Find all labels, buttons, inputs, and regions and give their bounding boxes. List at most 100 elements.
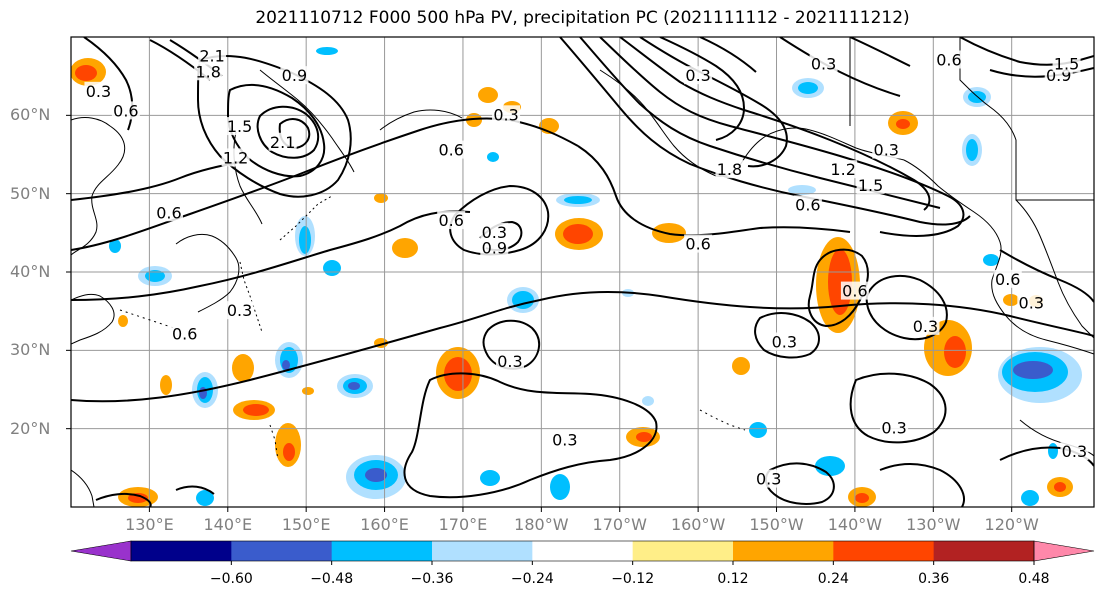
contour-label-bg bbox=[809, 54, 838, 73]
contour-label-bg bbox=[684, 66, 713, 85]
colorbar-tick-label: 0.48 bbox=[1018, 571, 1050, 587]
contour-label-bg bbox=[872, 140, 901, 159]
positive-precip-blob bbox=[848, 487, 876, 507]
contour-label-bg bbox=[225, 301, 254, 320]
contour-label: 2.1 bbox=[270, 133, 295, 152]
precipitation-shading bbox=[71, 47, 1082, 507]
lon-label: 150°W bbox=[749, 515, 804, 534]
lon-label: 140°E bbox=[203, 515, 253, 534]
lon-label: 180°W bbox=[514, 515, 569, 534]
colorbar-segment bbox=[331, 541, 433, 561]
contour-label-bg bbox=[437, 211, 466, 230]
contour-label: 0.6 bbox=[795, 195, 820, 214]
contour-label-bg bbox=[170, 324, 199, 343]
contour-label-bg bbox=[550, 430, 579, 449]
negative-precip-blob bbox=[556, 193, 600, 207]
lon-label: 170°W bbox=[592, 515, 647, 534]
contour-label-bg bbox=[480, 222, 509, 241]
contour-label-bg bbox=[856, 175, 885, 194]
positive-precip-blob bbox=[275, 423, 301, 467]
contour-label-bg bbox=[194, 62, 223, 81]
contour-label-bg bbox=[480, 238, 509, 257]
contour-label: 0.3 bbox=[482, 223, 507, 242]
contour-label: 0.3 bbox=[227, 301, 252, 320]
negative-precip-blob bbox=[792, 78, 824, 98]
lon-label: 170°E bbox=[438, 515, 488, 534]
contour-label: 0.3 bbox=[493, 105, 518, 124]
lon-label: 160°E bbox=[360, 515, 409, 534]
contour-label-bg bbox=[840, 281, 869, 300]
negative-precip-blob bbox=[295, 216, 315, 256]
colorbar-segment bbox=[833, 541, 935, 561]
lat-label: 50°N bbox=[10, 183, 51, 203]
lat-label: 30°N bbox=[10, 340, 51, 360]
colorbar-tick-label: −0.48 bbox=[310, 571, 354, 587]
positive-precip-blob bbox=[160, 375, 172, 395]
colorbar-tick-label: −0.24 bbox=[510, 571, 554, 587]
positive-precip-blob bbox=[1047, 477, 1073, 497]
contour-label: 0.6 bbox=[438, 211, 463, 230]
negative-precip-blob bbox=[109, 47, 1058, 506]
colorbar-tick-label: −0.12 bbox=[611, 571, 655, 587]
contour-label: 0.3 bbox=[1019, 293, 1044, 312]
negative-precip-blob bbox=[337, 374, 373, 398]
contour-labels: 2.11.8 0.91.52.11.20.60.30.6 0.30.60.60.30… bbox=[84, 46, 1089, 489]
lat-label: 40°N bbox=[10, 262, 51, 281]
colorbar-segment bbox=[532, 541, 634, 561]
colorbar-segment bbox=[632, 541, 734, 561]
colorbar-tick-label: 0.36 bbox=[918, 571, 950, 587]
contour-label-bg bbox=[1052, 54, 1081, 73]
positive-precip-blob bbox=[233, 400, 275, 420]
contour-label: 0.6 bbox=[995, 270, 1020, 289]
lat-label: 20°N bbox=[10, 418, 51, 438]
graticule bbox=[71, 37, 1094, 507]
contour-label-bg bbox=[492, 105, 521, 124]
contour-label: 0.6 bbox=[172, 325, 197, 344]
lon-label: 120°W bbox=[984, 515, 1039, 534]
contour-label-bg bbox=[715, 160, 744, 179]
negative-precip-blob bbox=[275, 342, 303, 378]
negative-precip-blob bbox=[138, 266, 172, 286]
contour-label: 1.5 bbox=[858, 176, 883, 195]
contour-label: 0.3 bbox=[772, 333, 797, 352]
contour-label-bg bbox=[198, 46, 227, 65]
contour-label: 0.3 bbox=[497, 352, 522, 371]
contour-label: 0.3 bbox=[881, 419, 906, 438]
contour-label: 0.6 bbox=[113, 101, 138, 120]
contour-label-bg bbox=[268, 132, 297, 151]
contour-label: 0.3 bbox=[552, 430, 577, 449]
contour-label: 0.3 bbox=[756, 470, 781, 489]
contour-label: 1.2 bbox=[830, 160, 855, 179]
negative-precip-blob bbox=[998, 347, 1082, 403]
contour-label: 0.9 bbox=[282, 66, 307, 85]
contour-label: 1.8 bbox=[195, 62, 220, 81]
colorbar-segment bbox=[231, 541, 333, 561]
contour-label-bg bbox=[84, 81, 113, 100]
contour-label-bg bbox=[111, 101, 140, 120]
contour-label: 0.3 bbox=[874, 141, 899, 160]
contour-label: 0.6 bbox=[156, 203, 181, 222]
contour-label-bg bbox=[934, 50, 963, 69]
lon-label: 140°W bbox=[827, 515, 883, 534]
contour-label-bg bbox=[495, 352, 524, 371]
colorbar-segment bbox=[131, 541, 232, 561]
contour-label-bg bbox=[1017, 293, 1046, 312]
colorbar-tick-label: 0.12 bbox=[717, 571, 749, 587]
contour-label: 0.3 bbox=[913, 317, 938, 336]
colorbar bbox=[70, 540, 1095, 565]
contour-label-bg bbox=[880, 418, 909, 437]
contour-label-bg bbox=[829, 160, 858, 179]
contour-label-bg bbox=[1060, 442, 1089, 461]
colorbar-extend-high bbox=[1033, 540, 1095, 562]
colorbar-segment bbox=[933, 541, 1035, 561]
positive-precip-blob bbox=[555, 218, 603, 250]
contour-label-bg bbox=[684, 234, 713, 253]
contour-label: 0.3 bbox=[685, 66, 710, 85]
negative-precip-blob bbox=[962, 134, 982, 166]
contour-label: 0.3 bbox=[86, 82, 111, 101]
contour-label-bg bbox=[911, 316, 940, 335]
contour-label: 0.6 bbox=[842, 282, 867, 301]
lat-label: 60°N bbox=[10, 105, 51, 125]
colorbar-tick-label: −0.60 bbox=[209, 571, 253, 587]
